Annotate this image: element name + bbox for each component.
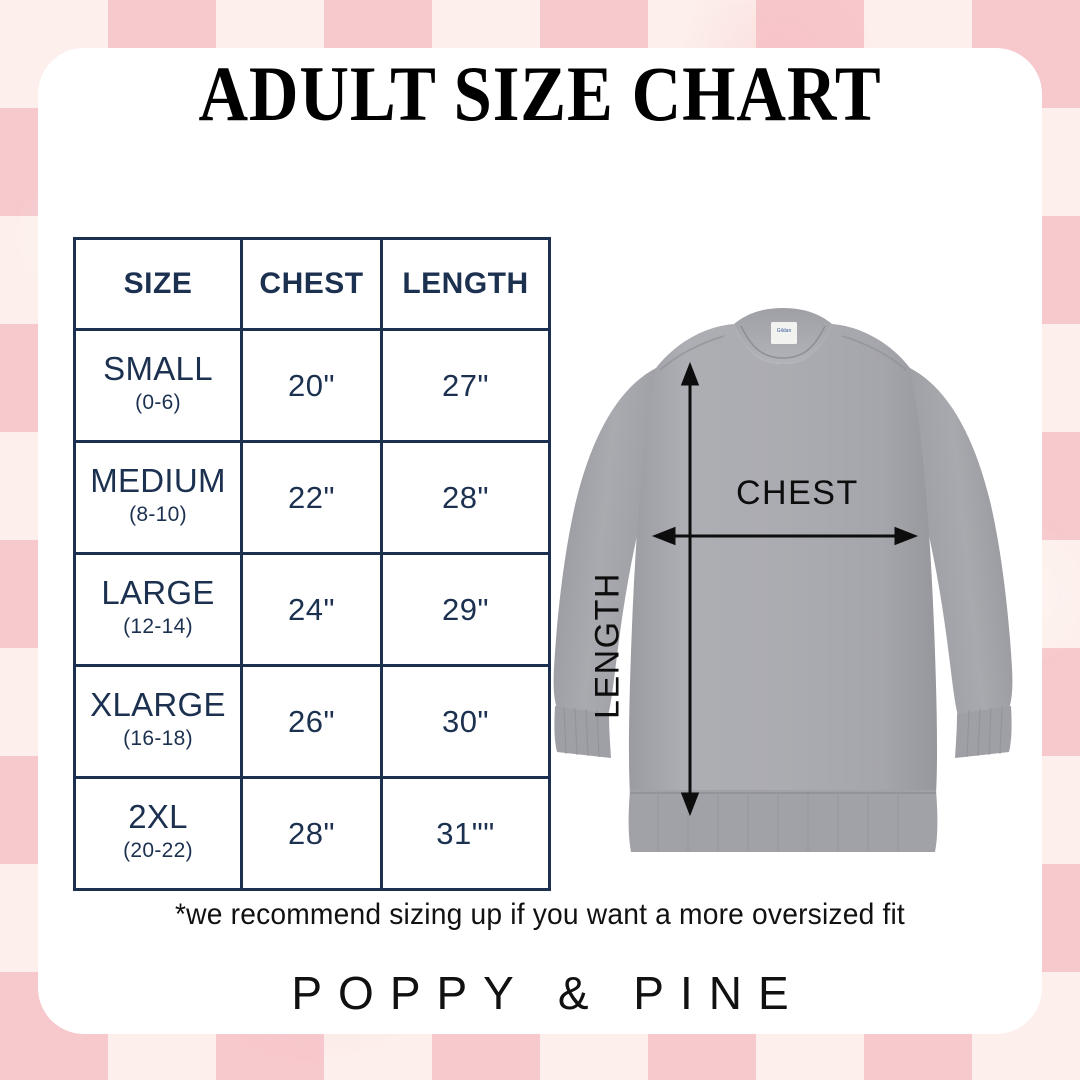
- sweatshirt-illustration: Gildan CHEST LENGTH: [548, 296, 1018, 886]
- right-shoulder-seam: [841, 335, 907, 371]
- cell-size: 2XL (20-22): [73, 776, 243, 891]
- page-title: ADULT SIZE CHART: [198, 50, 882, 137]
- left-shoulder-seam: [659, 335, 725, 371]
- cell-length: 28": [380, 440, 551, 555]
- neck-tag-text: Gildan: [777, 328, 792, 334]
- table-row: MEDIUM (8-10) 22" 28": [73, 440, 551, 555]
- cell-size: SMALL (0-6): [73, 328, 243, 443]
- chest-arrow-head-left: [651, 526, 676, 546]
- chest-dimension-label: CHEST: [736, 474, 859, 512]
- cell-length: 27": [380, 328, 551, 443]
- table-row: SMALL (0-6) 20" 27": [73, 328, 551, 443]
- table-row: LARGE (12-14) 24" 29": [73, 552, 551, 667]
- cell-length: 31"": [380, 776, 551, 891]
- cell-length: 29": [380, 552, 551, 667]
- cell-size: XLARGE (16-18): [73, 664, 243, 779]
- column-header-length: LENGTH: [380, 237, 551, 331]
- right-sleeve: [906, 368, 1013, 716]
- cell-size: LARGE (12-14): [73, 552, 243, 667]
- neck-tag: [771, 322, 797, 344]
- brand-name: POPPY & PINE: [291, 967, 805, 1019]
- sizing-note: *we recommend sizing up if you want a mo…: [175, 898, 905, 931]
- table-row: XLARGE (16-18) 26" 30": [73, 664, 551, 779]
- length-dimension-label: LENGTH: [588, 572, 627, 719]
- chest-arrow-head-right: [894, 526, 919, 546]
- table-row: 2XL (20-22) 28" 31"": [73, 776, 551, 891]
- shirt-body: [628, 324, 938, 794]
- length-arrow-head-top: [680, 361, 700, 386]
- size-range: (16-18): [123, 727, 193, 751]
- column-header-chest: CHEST: [240, 237, 383, 331]
- cell-size: MEDIUM (8-10): [73, 440, 243, 555]
- size-name: MEDIUM: [90, 462, 226, 500]
- size-name: 2XL: [128, 798, 188, 836]
- size-name: XLARGE: [90, 686, 226, 724]
- size-range: (12-14): [123, 615, 193, 639]
- size-range: (8-10): [129, 503, 187, 527]
- size-name: SMALL: [103, 350, 213, 388]
- waistband-ribbing: [657, 793, 899, 852]
- cell-chest: 28": [240, 776, 383, 891]
- right-cuff-ribbing: [966, 706, 1003, 758]
- cell-chest: 24": [240, 552, 383, 667]
- left-sleeve: [553, 368, 660, 716]
- cell-chest: 20": [240, 328, 383, 443]
- left-cuff-ribbing: [563, 706, 600, 758]
- cell-length: 30": [380, 664, 551, 779]
- column-header-size: SIZE: [73, 237, 243, 331]
- waistband: [628, 790, 938, 852]
- sweatshirt-svg: Gildan: [553, 308, 1013, 852]
- size-name: LARGE: [101, 574, 215, 612]
- right-cuff: [955, 706, 1012, 758]
- collar-inner-edge: [740, 325, 826, 359]
- size-range: (0-6): [135, 391, 181, 415]
- length-arrow-head-bottom: [680, 792, 700, 817]
- size-range: (20-22): [123, 839, 193, 863]
- table-header-row: SIZE CHEST LENGTH: [73, 237, 551, 331]
- cell-chest: 26": [240, 664, 383, 779]
- measurement-arrows: [651, 361, 919, 817]
- size-chart-table: SIZE CHEST LENGTH SMALL (0-6) 20" 27": [73, 237, 551, 891]
- cell-chest: 22": [240, 440, 383, 555]
